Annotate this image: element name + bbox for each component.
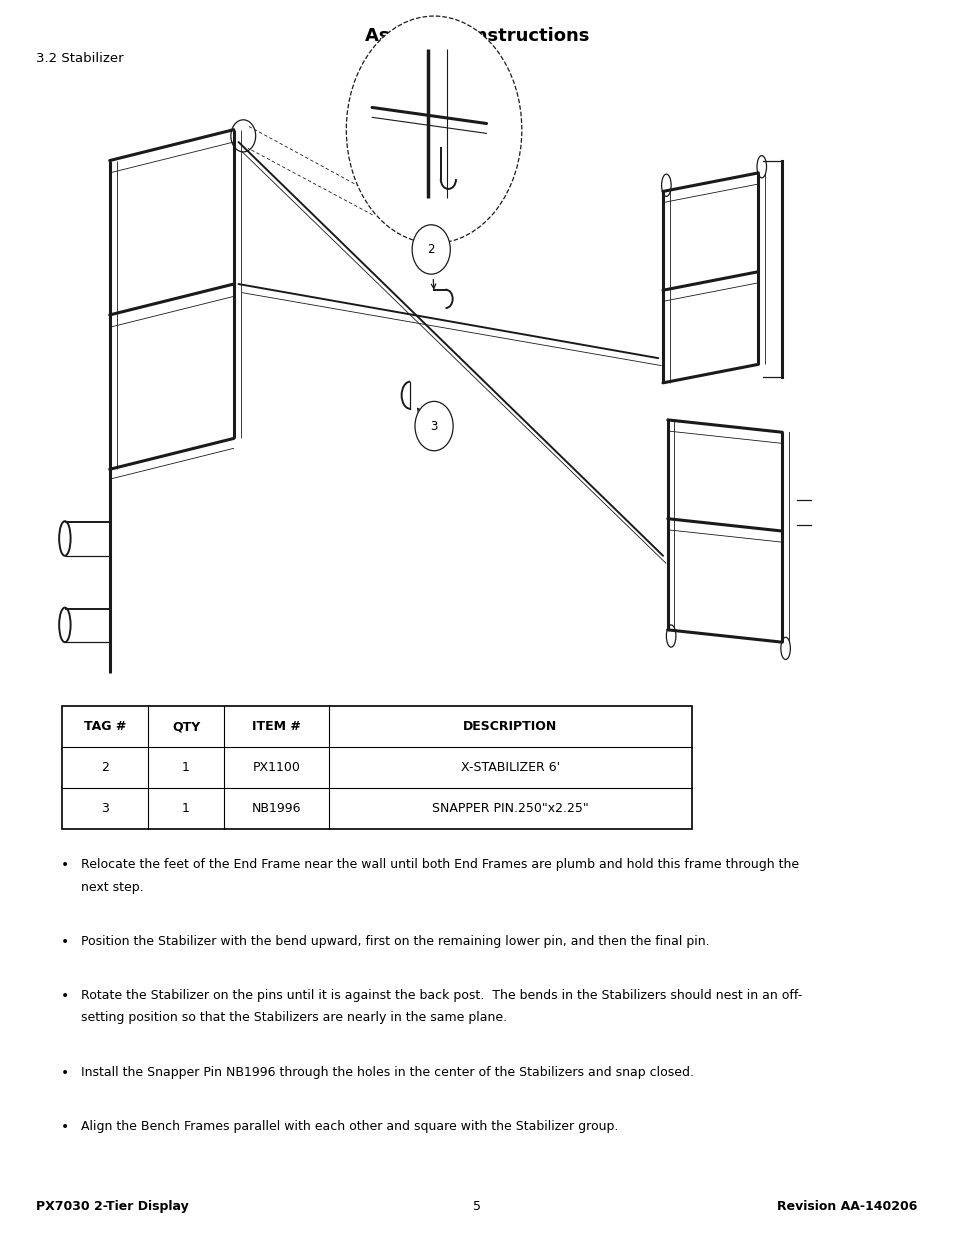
Bar — [62, 706, 691, 829]
Text: 3: 3 — [101, 802, 109, 815]
Text: PX7030 2-Tier Display: PX7030 2-Tier Display — [36, 1199, 189, 1213]
Text: setting position so that the Stabilizers are nearly in the same plane.: setting position so that the Stabilizers… — [81, 1011, 507, 1025]
Text: 5: 5 — [473, 1199, 480, 1213]
Text: 3: 3 — [430, 420, 437, 432]
Text: •: • — [61, 858, 69, 872]
Text: DESCRIPTION: DESCRIPTION — [463, 720, 557, 734]
Text: NB1996: NB1996 — [252, 802, 301, 815]
Text: Align the Bench Frames parallel with each other and square with the Stabilizer g: Align the Bench Frames parallel with eac… — [81, 1120, 618, 1134]
Text: Assembly Instructions: Assembly Instructions — [364, 27, 589, 46]
Text: •: • — [61, 935, 69, 948]
Text: Relocate the feet of the End Frame near the wall until both End Frames are plumb: Relocate the feet of the End Frame near … — [81, 858, 799, 872]
Text: ITEM #: ITEM # — [252, 720, 301, 734]
Text: Revision AA-140206: Revision AA-140206 — [777, 1199, 917, 1213]
Text: Rotate the Stabilizer on the pins until it is against the back post.  The bends : Rotate the Stabilizer on the pins until … — [81, 989, 801, 1003]
Text: TAG #: TAG # — [84, 720, 126, 734]
Text: PX1100: PX1100 — [253, 761, 300, 774]
Text: 2: 2 — [101, 761, 109, 774]
Text: Install the Snapper Pin NB1996 through the holes in the center of the Stabilizer: Install the Snapper Pin NB1996 through t… — [81, 1066, 694, 1079]
Text: •: • — [61, 989, 69, 1003]
Text: •: • — [61, 1120, 69, 1134]
Text: 1: 1 — [182, 802, 190, 815]
Text: SNAPPER PIN.250"x2.25": SNAPPER PIN.250"x2.25" — [432, 802, 588, 815]
Text: 2: 2 — [427, 243, 435, 256]
Circle shape — [412, 225, 450, 274]
Circle shape — [415, 401, 453, 451]
Text: next step.: next step. — [81, 881, 144, 894]
Text: QTY: QTY — [172, 720, 200, 734]
Text: Position the Stabilizer with the bend upward, first on the remaining lower pin, : Position the Stabilizer with the bend up… — [81, 935, 709, 948]
Text: •: • — [61, 1066, 69, 1079]
Text: 3.2 Stabilizer: 3.2 Stabilizer — [36, 52, 124, 65]
Text: X-STABILIZER 6': X-STABILIZER 6' — [460, 761, 559, 774]
Text: 1: 1 — [182, 761, 190, 774]
Circle shape — [346, 16, 521, 243]
